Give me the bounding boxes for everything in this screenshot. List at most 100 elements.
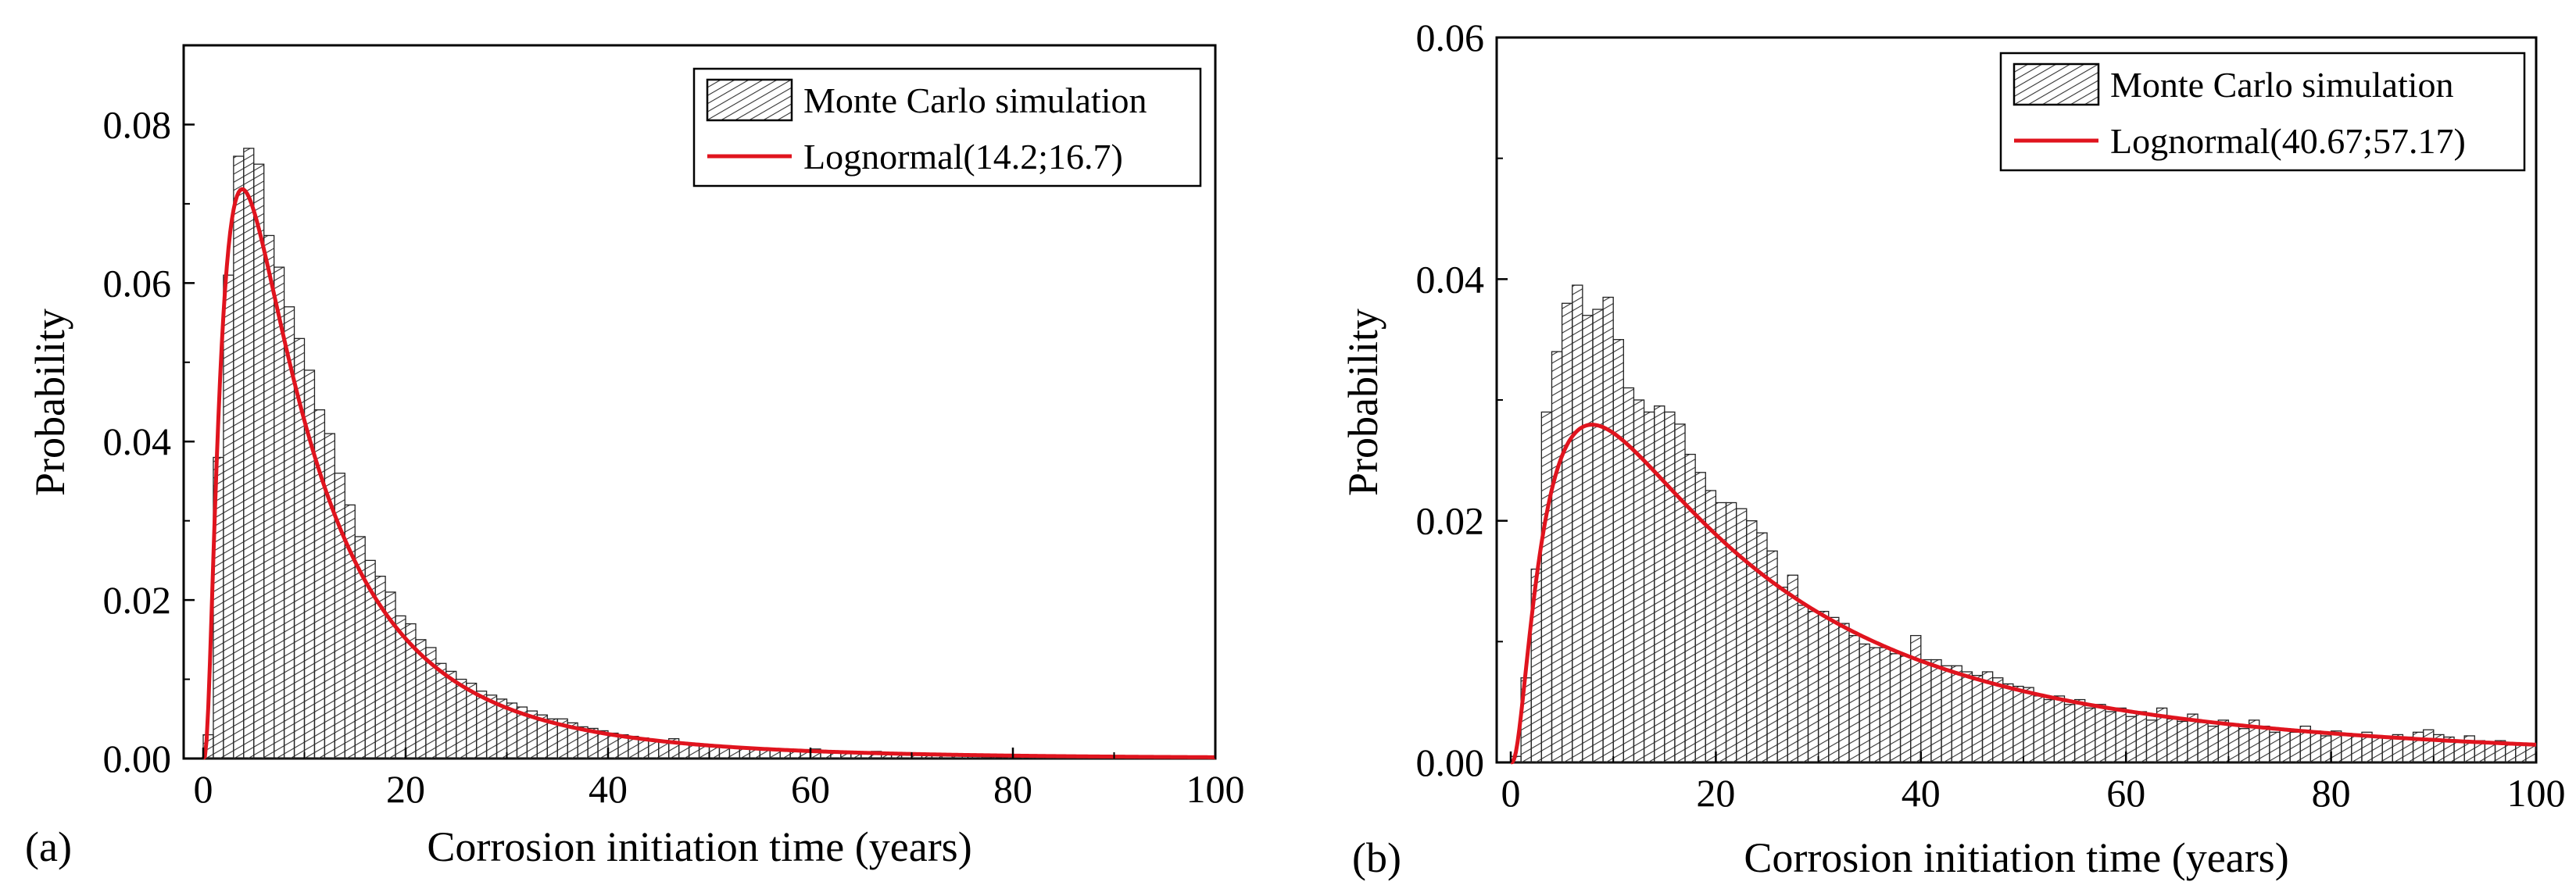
histogram-bar: [2084, 707, 2096, 763]
histogram-bar: [2125, 716, 2137, 763]
histogram-bar: [2423, 729, 2435, 763]
panel-label-a: (a): [25, 823, 72, 870]
x-tick-label: 80: [2312, 771, 2351, 815]
histogram-bar: [1572, 284, 1583, 763]
histogram-bar: [1941, 665, 1952, 763]
y-tick-label: 0.04: [103, 419, 172, 463]
histogram-bar: [1561, 302, 1573, 763]
x-tick-label: 20: [386, 767, 425, 811]
histogram-bar: [1930, 659, 1942, 763]
histogram-bar: [2145, 719, 2158, 763]
histogram-bar: [1807, 611, 1819, 763]
y-tick-label: 0.06: [103, 261, 172, 305]
histogram-bar: [2351, 735, 2363, 763]
histogram-bar: [1735, 508, 1748, 763]
histogram-bar: [2381, 737, 2393, 763]
histogram-bar: [2053, 695, 2066, 763]
histogram-bar: [2166, 718, 2178, 763]
histogram-bar: [2197, 722, 2209, 763]
histogram-bar: [1961, 671, 1973, 763]
panel-label-b: (b): [1352, 834, 1401, 881]
histogram-bar: [2504, 744, 2517, 763]
histogram-bar: [1981, 671, 1994, 763]
x-axis-title-a: Corrosion initiation time (years): [427, 823, 971, 870]
histogram-bar: [2023, 687, 2034, 763]
histogram-bar: [2309, 730, 2322, 763]
histogram-bar: [2073, 698, 2086, 763]
legend-hatch-swatch-b: [2012, 62, 2100, 106]
legend-hatch-swatch-a: [706, 78, 793, 122]
y-tick-label: 0.04: [1416, 257, 1485, 301]
histogram-bar: [243, 148, 255, 759]
legend-label-curve-b: Lognormal(40.67;57.17): [2110, 121, 2466, 161]
histogram-bar: [1602, 296, 1614, 763]
histogram-bar: [2115, 707, 2127, 763]
histogram-bar: [1612, 339, 1624, 763]
histogram-bar: [1859, 643, 1870, 763]
histogram-bar: [2105, 711, 2116, 763]
y-tick-label: 0.06: [1416, 16, 1485, 59]
histogram-bar: [2269, 731, 2281, 763]
histogram-bar: [2002, 683, 2014, 763]
histogram-bar: [1971, 674, 1984, 763]
histogram-bar: [1592, 309, 1604, 763]
histogram-bar: [1776, 587, 1788, 763]
histogram-bar: [1991, 677, 2004, 763]
histogram-bar: [2484, 742, 2496, 763]
legend-a: Monte Carlo simulation Lognormal(14.2;16…: [692, 67, 1202, 187]
histogram-bar: [2279, 728, 2291, 763]
x-axis-a: 0 20 40 60 80 100: [194, 748, 1245, 811]
histogram-bar: [1889, 653, 1902, 763]
histogram-bar: [2525, 744, 2537, 763]
histogram-bar: [2259, 725, 2270, 763]
histogram-bar: [435, 662, 447, 759]
x-tick-label: 60: [791, 767, 830, 811]
histogram-bar: [2341, 733, 2352, 763]
y-tick-label: 0.00: [1416, 741, 1485, 784]
histogram-bar: [1654, 405, 1665, 763]
legend-label-curve-a: Lognormal(14.2;16.7): [803, 137, 1123, 177]
histogram-bar: [2135, 711, 2148, 763]
histogram-bar: [2207, 725, 2219, 763]
histogram-bar: [476, 691, 488, 759]
histogram-bar: [2063, 704, 2076, 763]
histogram-bar: [324, 433, 335, 759]
x-axis-title-b: Corrosion initiation time (years): [1744, 834, 2288, 881]
histogram-bar: [2289, 731, 2301, 763]
histogram-bar: [1838, 623, 1850, 763]
histogram-bar: [1787, 574, 1799, 763]
histogram-bar: [1684, 453, 1696, 763]
histogram-bar: [253, 163, 265, 759]
y-tick-label: 0.02: [103, 578, 172, 622]
histogram-bar: [223, 274, 234, 759]
histogram-bar: [2320, 735, 2332, 763]
x-tick-label: 60: [2106, 771, 2145, 815]
histogram-bar: [1879, 647, 1891, 763]
histogram-bar: [2095, 704, 2106, 763]
histogram-bar: [233, 155, 245, 759]
histogram-bar: [1582, 315, 1594, 763]
histogram-bar: [2012, 685, 2024, 763]
histogram-bar: [2177, 720, 2188, 763]
histogram-bar: [2412, 731, 2424, 763]
histogram-bar: [2453, 740, 2465, 763]
histogram-bar: [2402, 736, 2414, 763]
x-axis-b: 0 20 40 60 80 100: [1501, 751, 2566, 815]
panel-b: 0 20 40 60 80 100 0.00 0.02 0.04 0.06 Corrosion …: [1340, 16, 2566, 881]
x-tick-label: 100: [1186, 767, 1245, 811]
histogram-bar: [1920, 659, 1932, 763]
histogram-bar: [1910, 634, 1922, 763]
histogram-bar: [1674, 423, 1686, 763]
x-tick-label: 0: [194, 767, 213, 811]
y-tick-label: 0.08: [103, 102, 172, 146]
y-axis-a: 0.00 0.02 0.04 0.06 0.08: [103, 102, 195, 780]
histogram-bar: [456, 678, 467, 759]
lognormal-curve-a: [202, 187, 1216, 760]
histogram-bar: [2238, 728, 2250, 763]
histogram-bar: [1725, 502, 1737, 763]
histogram-bar: [445, 670, 457, 759]
histogram-bar: [1756, 532, 1768, 763]
y-axis-title-b: Probability: [1340, 309, 1386, 496]
x-tick-label: 80: [993, 767, 1032, 811]
